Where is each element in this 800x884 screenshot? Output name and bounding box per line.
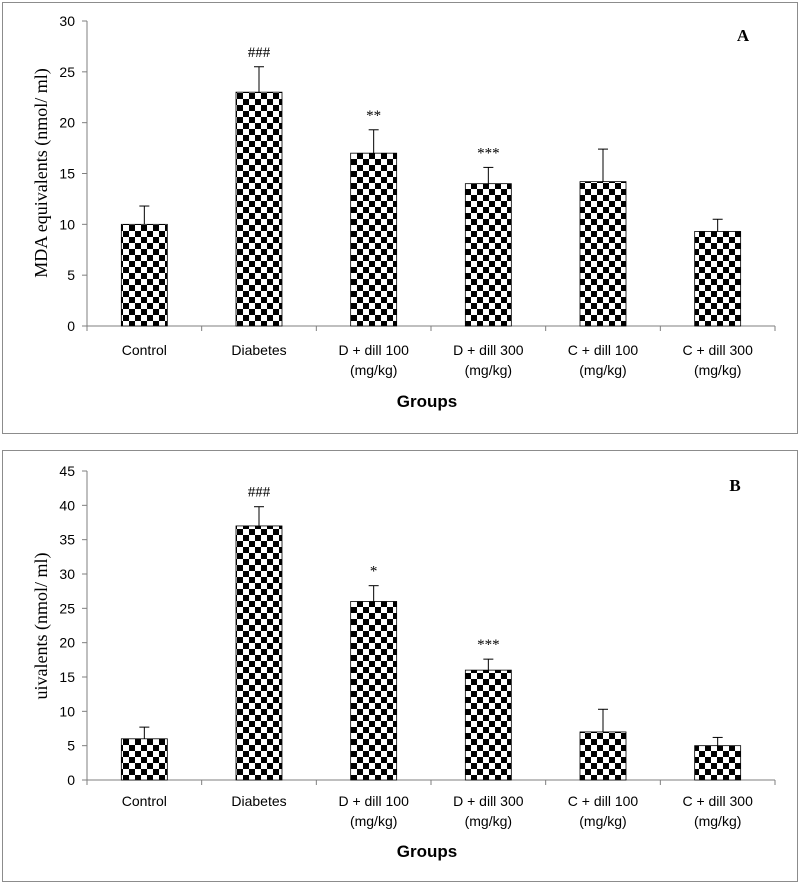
y-tick-label: 20 <box>59 635 75 651</box>
y-tick-label: 0 <box>67 318 75 334</box>
x-category-label: Diabetes <box>231 342 286 358</box>
x-category-label: D + dill 300 <box>453 342 524 358</box>
x-category-label: D + dill 100 <box>338 793 409 809</box>
x-axis-title: Groups <box>397 842 457 861</box>
bar <box>120 738 168 781</box>
y-tick-label: 20 <box>59 115 75 131</box>
y-tick-label: 40 <box>59 497 75 513</box>
x-category-label: (mg/kg) <box>350 813 397 829</box>
x-category-label: C + dill 100 <box>568 342 639 358</box>
x-category-label: (mg/kg) <box>350 362 397 378</box>
bar <box>350 152 398 327</box>
chart-b-svg: 0 5 10 15 20 25 30 35 40 45 Control ### Diabetes * D +… <box>31 463 776 861</box>
chart-panel-a: 0 5 10 15 20 25 30 Control ### Diabetes ** D + dill… <box>2 2 798 434</box>
y-tick-label: 30 <box>59 566 75 582</box>
y-tick-label: 15 <box>59 669 75 685</box>
chart-panel-b: 0 5 10 15 20 25 30 35 40 45 Control ### Diabetes * D +… <box>2 450 798 882</box>
bar <box>579 731 627 781</box>
bar <box>350 601 398 781</box>
y-tick-label: 45 <box>59 463 75 479</box>
x-category-label: (mg/kg) <box>694 813 741 829</box>
bar <box>464 183 512 327</box>
x-category-label: Control <box>122 342 167 358</box>
x-category-label: Control <box>122 793 167 809</box>
y-tick-label: 10 <box>59 216 75 232</box>
x-category-label: (mg/kg) <box>465 813 512 829</box>
significance-marker: *** <box>477 637 500 653</box>
x-category-label: (mg/kg) <box>579 813 626 829</box>
x-category-label: (mg/kg) <box>694 362 741 378</box>
y-axis-title: MDA equivalents (nmol/ ml) <box>31 68 52 277</box>
y-tick-label: 5 <box>67 267 75 283</box>
x-category-label: D + dill 100 <box>338 342 409 358</box>
y-tick-label: 0 <box>67 772 75 788</box>
y-tick-label: 15 <box>59 166 75 182</box>
x-category-label: (mg/kg) <box>579 362 626 378</box>
bar <box>235 525 283 781</box>
y-tick-label: 25 <box>59 600 75 616</box>
bar <box>235 91 283 327</box>
bar <box>694 745 742 781</box>
bar <box>464 669 512 781</box>
x-category-label: D + dill 300 <box>453 793 524 809</box>
bar <box>579 181 627 327</box>
y-tick-label: 30 <box>59 13 75 29</box>
significance-marker: ** <box>366 108 381 124</box>
y-tick-label: 35 <box>59 532 75 548</box>
significance-marker: ### <box>248 485 271 501</box>
chart-a-svg: 0 5 10 15 20 25 30 Control ### Diabetes ** D + dill… <box>31 13 776 411</box>
y-tick-label: 5 <box>67 738 75 754</box>
y-tick-label: 25 <box>59 64 75 80</box>
panel-label: B <box>729 476 740 495</box>
significance-marker: *** <box>477 145 500 161</box>
y-axis-title: uivalents (nmol/ ml) <box>31 553 52 700</box>
significance-marker: * <box>370 564 378 580</box>
bar <box>120 223 168 327</box>
x-category-label: C + dill 300 <box>682 342 753 358</box>
x-category-label: C + dill 100 <box>568 793 639 809</box>
significance-marker: ### <box>248 45 271 61</box>
x-category-label: (mg/kg) <box>465 362 512 378</box>
x-category-label: Diabetes <box>231 793 286 809</box>
x-category-label: C + dill 300 <box>682 793 753 809</box>
x-axis-title: Groups <box>397 392 457 411</box>
bar <box>694 231 742 327</box>
y-tick-label: 10 <box>59 703 75 719</box>
panel-label: A <box>737 26 750 45</box>
